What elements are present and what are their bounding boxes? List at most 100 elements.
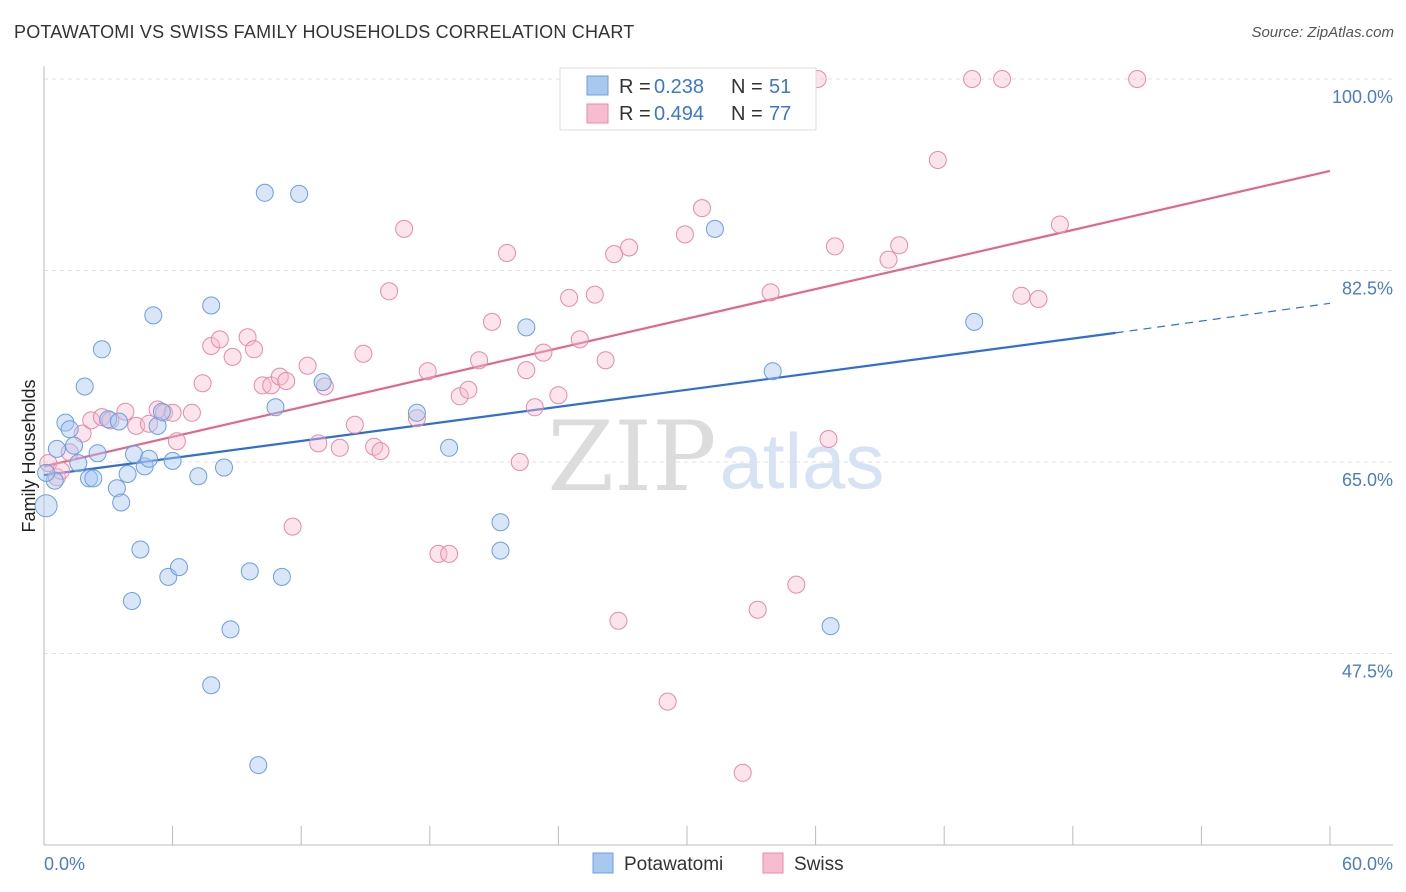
legend-swatch-swiss (762, 852, 784, 874)
potawatomi-point (140, 449, 158, 468)
swiss-point (1029, 290, 1048, 308)
y-tick-label: 65.0% (1342, 470, 1393, 490)
watermark: ZIP atlas (547, 401, 884, 513)
data-points (34, 70, 1147, 782)
trend-lines (43, 169, 1331, 477)
potawatomi-point (290, 184, 309, 203)
swiss-point (570, 330, 589, 349)
potawatomi-point (215, 458, 233, 477)
legend-swatch-potawatomi (592, 852, 614, 874)
potawatomi-point (266, 398, 285, 417)
swiss-point (429, 544, 448, 563)
swiss-point (658, 692, 677, 711)
swiss-point (963, 70, 982, 88)
potawatomi-point (131, 540, 150, 559)
swiss-point (309, 434, 328, 453)
potawatomi-point (148, 416, 167, 435)
swiss-trend-line (43, 169, 1331, 468)
swiss-point (787, 575, 806, 594)
potawatomi-trend-extension (1115, 302, 1331, 334)
potawatomi-point (313, 373, 332, 392)
potawatomi-point (69, 454, 88, 473)
swiss-point (283, 517, 302, 536)
legend-label-potawatomi: Potawatomi (624, 854, 723, 875)
potawatomi-point (65, 436, 83, 455)
swiss-point (693, 199, 711, 218)
potawatomi-point (84, 469, 103, 488)
potawatomi-point (60, 420, 79, 439)
swiss-point (483, 312, 501, 331)
potawatomi-point (255, 183, 274, 202)
swiss-point (440, 544, 459, 563)
swiss-point (585, 285, 604, 304)
swiss-point (819, 430, 838, 448)
potawatomi-point (112, 493, 131, 512)
swiss-r-value: 0.494 (654, 103, 704, 125)
swiss-point (605, 245, 624, 264)
potawatomi-point (144, 306, 163, 325)
potawatomi-point (517, 318, 536, 337)
swiss-point (52, 461, 71, 480)
stats-legend: R = 0.238 N = 51 R = 0.494 N = 77 (559, 67, 817, 131)
potawatomi-point (122, 592, 141, 610)
potawatomi-point (37, 463, 56, 482)
potawatomi-point (92, 340, 111, 359)
y-tick-label: 82.5% (1342, 279, 1393, 299)
swiss-point (277, 372, 296, 390)
potawatomi-trend-line (43, 331, 1116, 477)
swiss-point (395, 219, 414, 238)
swiss-point (470, 351, 489, 370)
swiss-point (418, 362, 437, 381)
axes (43, 66, 1393, 846)
swiss-point (330, 438, 349, 457)
swiss-point (609, 611, 628, 630)
swiss-point (223, 347, 242, 366)
watermark-atlas: atlas (720, 417, 885, 505)
swiss-point (549, 386, 568, 405)
y-tick-labels: 47.5% 65.0% 82.5% 100.0% (1332, 87, 1393, 682)
swiss-point (525, 398, 544, 417)
potawatomi-point (125, 445, 143, 464)
swiss-point (371, 442, 390, 461)
swiss-point (560, 288, 579, 307)
potawatomi-n-label: N = (731, 76, 763, 98)
swiss-point (534, 343, 553, 362)
potawatomi-legend-swatch (586, 75, 609, 96)
chart-title: POTAWATOMI VS SWISS FAMILY HOUSEHOLDS CO… (14, 22, 635, 42)
swiss-point (510, 453, 529, 471)
potawatomi-point (189, 467, 208, 486)
swiss-n-label: N = (731, 103, 763, 125)
swiss-point (116, 402, 135, 421)
swiss-point (1128, 70, 1147, 88)
potawatomi-point (75, 377, 94, 396)
potawatomi-point (705, 219, 724, 238)
swiss-point (993, 70, 1012, 88)
swiss-point (879, 250, 898, 269)
potawatomi-point (965, 312, 984, 331)
potawatomi-point (221, 620, 240, 639)
potawatomi-point (249, 756, 268, 775)
potawatomi-point (107, 479, 126, 498)
swiss-point (193, 374, 212, 393)
swiss-point (517, 361, 536, 380)
potawatomi-point (202, 296, 221, 315)
y-axis-title: Family Households (19, 379, 39, 532)
swiss-point (928, 151, 947, 169)
potawatomi-point (491, 541, 510, 560)
potawatomi-point (240, 562, 259, 581)
swiss-n-value: 77 (769, 103, 791, 125)
swiss-point (890, 236, 909, 255)
swiss-point (345, 415, 364, 434)
swiss-point (354, 344, 373, 363)
potawatomi-point (47, 439, 66, 458)
potawatomi-r-value: 0.238 (654, 76, 704, 98)
swiss-point (620, 238, 639, 257)
swiss-legend-swatch (586, 103, 609, 124)
x-tick-label-max: 60.0% (1342, 854, 1393, 874)
swiss-point (761, 283, 780, 302)
swiss-point (733, 763, 752, 782)
swiss-point (167, 432, 186, 451)
swiss-point (596, 351, 615, 370)
potawatomi-point (34, 494, 58, 518)
